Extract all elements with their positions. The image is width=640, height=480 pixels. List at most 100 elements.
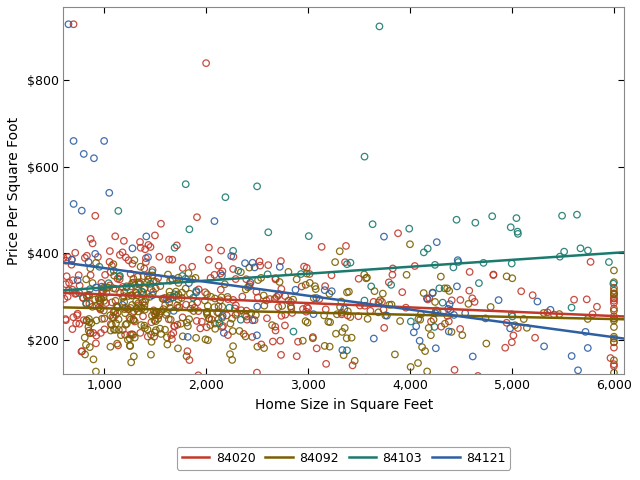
Point: [493, 296, 504, 304]
Point: [134, 278, 144, 286]
Point: [157, 295, 168, 302]
Point: [346, 259, 356, 266]
Point: [426, 331, 436, 339]
Point: [110, 307, 120, 315]
Point: [141, 233, 152, 240]
Point: [136, 305, 147, 313]
Point: [301, 270, 312, 277]
Point: [74, 320, 84, 327]
Point: [218, 322, 228, 330]
Point: [348, 361, 358, 369]
Point: [68, 137, 79, 145]
Point: [191, 287, 202, 295]
Point: [276, 285, 287, 293]
Point: [150, 317, 161, 325]
Point: [422, 245, 433, 252]
Point: [300, 317, 310, 325]
Point: [85, 329, 95, 336]
Point: [380, 312, 390, 319]
X-axis label: Home Size in Square Feet: Home Size in Square Feet: [255, 398, 433, 412]
Point: [108, 313, 118, 321]
Point: [72, 310, 83, 318]
Point: [151, 326, 161, 334]
Point: [88, 279, 98, 287]
Point: [452, 256, 463, 264]
Point: [83, 323, 93, 331]
Point: [292, 352, 302, 360]
Point: [77, 207, 87, 215]
Point: [342, 307, 353, 315]
Point: [250, 316, 260, 324]
Point: [203, 302, 213, 310]
Point: [292, 276, 302, 283]
Point: [63, 20, 74, 28]
Point: [324, 343, 335, 350]
Point: [79, 334, 90, 341]
Point: [63, 287, 74, 294]
Point: [147, 291, 157, 299]
Point: [248, 259, 258, 266]
Point: [147, 338, 157, 346]
Point: [162, 309, 172, 317]
Point: [177, 313, 188, 321]
Point: [145, 243, 156, 251]
Point: [124, 314, 134, 322]
Point: [227, 315, 237, 323]
Point: [182, 319, 192, 326]
Point: [141, 254, 151, 262]
Point: [395, 317, 405, 325]
Point: [99, 307, 109, 314]
Point: [61, 273, 72, 280]
Point: [147, 266, 157, 274]
Point: [88, 329, 99, 337]
Point: [187, 301, 197, 309]
Point: [411, 323, 421, 330]
Point: [330, 258, 340, 266]
Point: [609, 299, 619, 307]
Point: [609, 305, 619, 312]
Point: [609, 333, 619, 340]
Point: [104, 279, 114, 287]
Point: [609, 289, 619, 297]
Point: [128, 316, 138, 324]
Point: [609, 294, 619, 302]
Point: [101, 289, 111, 297]
Point: [205, 321, 216, 329]
Point: [267, 321, 277, 329]
Point: [226, 252, 236, 260]
Point: [102, 284, 112, 292]
Point: [447, 297, 457, 304]
Point: [609, 317, 619, 324]
Point: [360, 302, 370, 310]
Point: [172, 241, 182, 249]
Point: [177, 272, 188, 280]
Point: [109, 267, 119, 275]
Point: [582, 296, 592, 303]
Point: [99, 137, 109, 145]
Point: [337, 346, 348, 354]
Point: [84, 327, 94, 335]
Point: [93, 294, 104, 302]
Point: [378, 306, 388, 313]
Point: [122, 284, 132, 291]
Point: [68, 20, 79, 28]
Point: [121, 253, 131, 261]
Point: [154, 312, 164, 319]
Point: [508, 312, 518, 320]
Point: [214, 319, 225, 327]
Point: [298, 305, 308, 313]
Point: [202, 324, 212, 331]
Point: [440, 320, 450, 327]
Point: [420, 347, 430, 355]
Point: [113, 315, 124, 323]
Point: [79, 150, 89, 158]
Point: [224, 304, 234, 312]
Point: [140, 306, 150, 313]
Point: [118, 283, 128, 291]
Point: [431, 239, 442, 246]
Point: [244, 283, 255, 290]
Point: [388, 264, 398, 272]
Point: [296, 283, 307, 290]
Point: [180, 275, 191, 283]
Point: [94, 303, 104, 311]
